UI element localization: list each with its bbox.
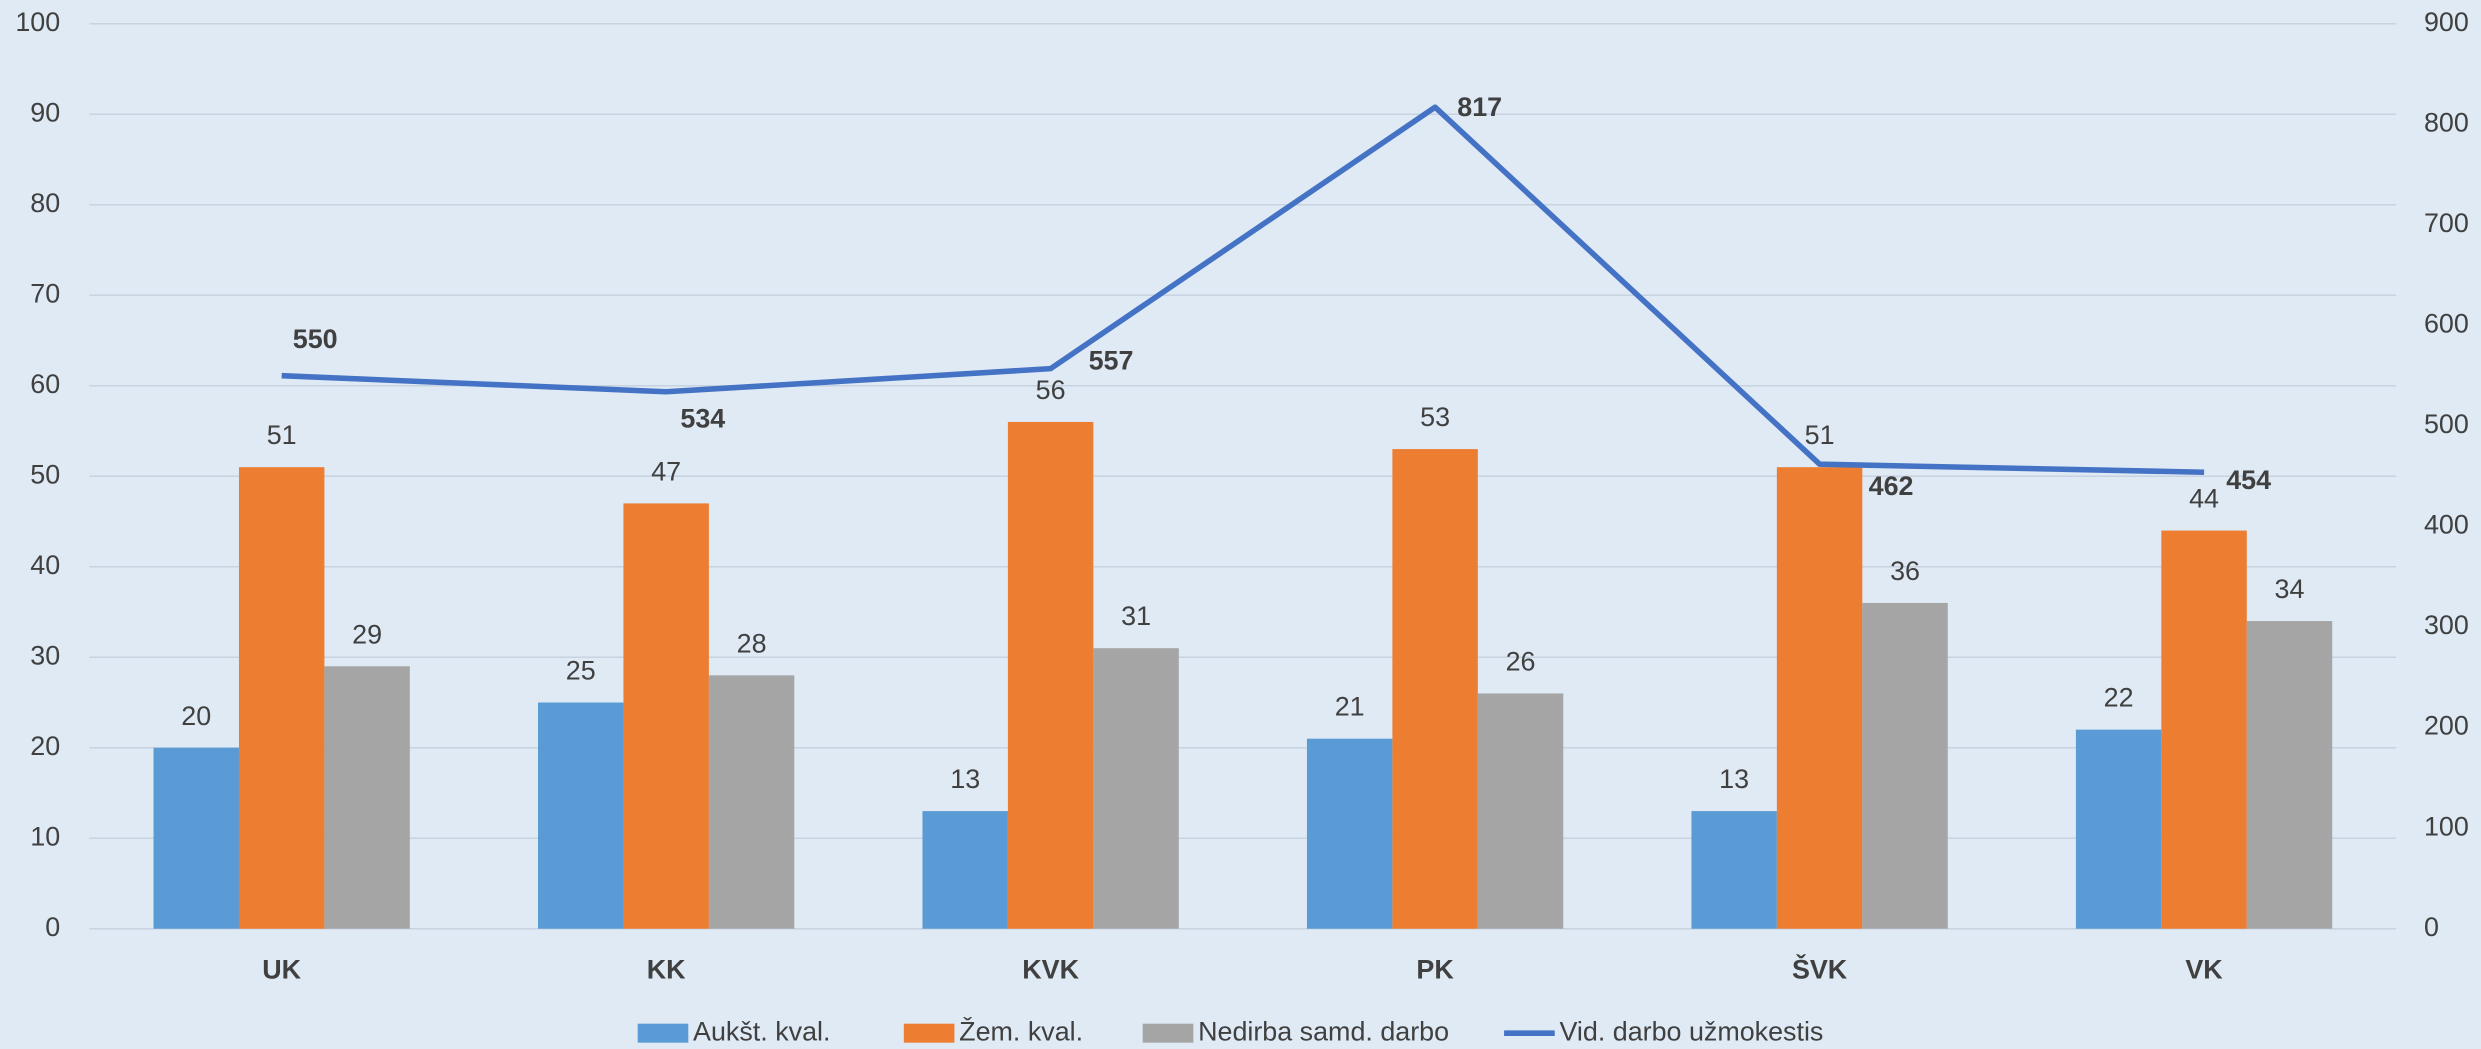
- data-label: 47: [651, 456, 681, 486]
- x-tick-label: KVK: [1022, 955, 1079, 985]
- y-tick-label: 40: [30, 550, 60, 580]
- line-label: 462: [1869, 471, 1914, 501]
- data-label: 20: [181, 701, 211, 731]
- bar: [1776, 467, 1863, 929]
- legend-swatch: [637, 1023, 689, 1043]
- data-label: 25: [566, 656, 596, 686]
- bar: [1862, 602, 1948, 929]
- x-tick-label: PK: [1416, 955, 1454, 985]
- data-label: 36: [1890, 556, 1920, 586]
- line-label: 550: [293, 324, 338, 354]
- x-tick-label: UK: [262, 955, 301, 985]
- y2-tick-label: 900: [2424, 7, 2469, 37]
- y-tick-label: 0: [45, 912, 60, 942]
- y-tick-label: 80: [30, 188, 60, 218]
- data-label: 13: [1719, 764, 1749, 794]
- y2-tick-label: 200: [2424, 711, 2469, 741]
- y2-tick-label: 600: [2424, 309, 2469, 339]
- legend-label: Nedirba samd. darbo: [1198, 1016, 1449, 1046]
- legend-label: Vid. darbo užmokestis: [1559, 1016, 1823, 1046]
- y-tick-label: 60: [30, 369, 60, 399]
- bar: [538, 702, 624, 929]
- bar: [922, 811, 1008, 929]
- y2-tick-label: 800: [2424, 107, 2469, 137]
- data-label: 22: [2104, 683, 2134, 713]
- data-label: 31: [1121, 601, 1151, 631]
- bar: [1477, 693, 1564, 929]
- x-tick-label: ŠVK: [1792, 954, 1848, 985]
- y-tick-label: 90: [30, 97, 60, 127]
- data-label: 53: [1420, 402, 1450, 432]
- data-label: 21: [1335, 692, 1365, 722]
- line-label: 534: [680, 403, 725, 433]
- y2-tick-label: 500: [2424, 409, 2469, 439]
- data-label: 13: [950, 764, 980, 794]
- x-tick-label: KK: [647, 955, 686, 985]
- bar: [1093, 648, 1179, 929]
- y-tick-label: 30: [30, 640, 60, 670]
- y-tick-label: 70: [30, 278, 60, 308]
- line-label: 454: [2226, 465, 2271, 495]
- x-tick-label: VK: [2185, 955, 2223, 985]
- y2-tick-label: 0: [2424, 912, 2439, 942]
- y2-tick-label: 400: [2424, 510, 2469, 540]
- data-label: 44: [2189, 484, 2219, 514]
- y2-tick-label: 700: [2424, 208, 2469, 238]
- bar: [623, 503, 709, 929]
- data-label: 29: [352, 619, 382, 649]
- bar: [1392, 449, 1478, 929]
- bar: [153, 747, 239, 929]
- bar: [324, 666, 410, 929]
- bar: [2161, 530, 2247, 929]
- data-label: 34: [2275, 574, 2305, 604]
- y-tick-label: 50: [30, 459, 60, 489]
- line-label: 817: [1457, 92, 1502, 122]
- y-tick-label: 100: [15, 7, 60, 37]
- data-label: 51: [1805, 420, 1835, 450]
- legend-label: Žem. kval.: [959, 1015, 1083, 1046]
- line: [281, 104, 2205, 475]
- data-label: 28: [737, 628, 767, 658]
- y-tick-label: 20: [30, 731, 60, 761]
- y2-tick-label: 100: [2424, 811, 2469, 841]
- bar: [708, 675, 795, 929]
- bar: [1007, 421, 1094, 929]
- bar: [2246, 621, 2333, 929]
- data-label: 56: [1036, 375, 1066, 405]
- legend-swatch: [1142, 1023, 1194, 1043]
- bar: [1691, 811, 1777, 929]
- legend-label: Aukšt. kval.: [693, 1016, 830, 1046]
- legend-swatch: [903, 1023, 955, 1043]
- y-tick-label: 10: [30, 821, 60, 851]
- bar: [238, 467, 325, 929]
- y2-tick-label: 300: [2424, 610, 2469, 640]
- data-label: 51: [267, 420, 297, 450]
- line-label: 557: [1089, 345, 1134, 375]
- data-label: 26: [1506, 646, 1536, 676]
- bar: [2075, 729, 2162, 929]
- bar: [1306, 738, 1393, 929]
